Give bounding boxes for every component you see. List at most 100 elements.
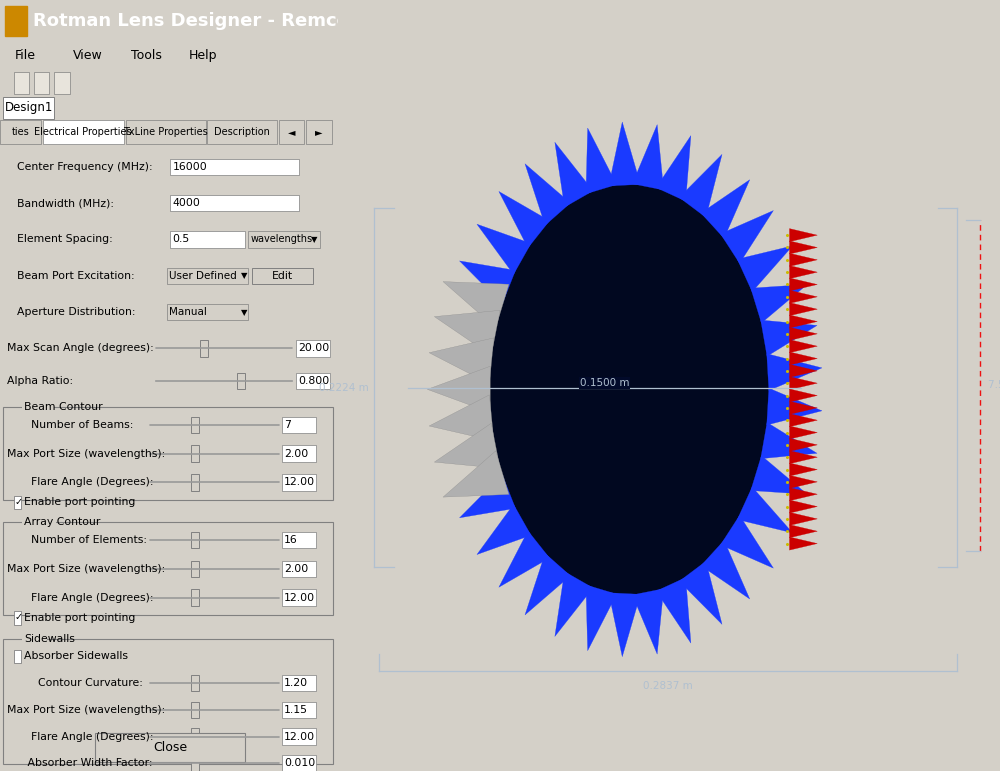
Text: Sidewalls: Sidewalls (24, 634, 75, 644)
Polygon shape (434, 311, 500, 355)
Text: TxLine Properties: TxLine Properties (123, 126, 208, 136)
Polygon shape (701, 540, 750, 599)
Polygon shape (789, 475, 817, 489)
Bar (167, 304, 248, 320)
Text: Flare Angle (Degrees):: Flare Angle (Degrees): (17, 593, 154, 603)
Text: Array Contour: Array Contour (24, 517, 100, 527)
Bar (14, 611, 21, 625)
Text: Close: Close (153, 742, 187, 754)
Bar (282, 416, 316, 433)
Text: Contour Curvature:: Contour Curvature: (17, 678, 143, 688)
Polygon shape (789, 377, 817, 390)
Text: Edit: Edit (272, 271, 293, 281)
Text: Enable port pointing: Enable port pointing (24, 497, 135, 507)
Polygon shape (737, 487, 793, 533)
Polygon shape (499, 191, 550, 248)
Bar (167, 268, 248, 284)
Polygon shape (609, 122, 640, 186)
Polygon shape (789, 278, 817, 291)
Polygon shape (720, 515, 773, 568)
Polygon shape (751, 456, 807, 494)
Text: Max Scan Angle (degrees):: Max Scan Angle (degrees): (7, 343, 154, 353)
Polygon shape (632, 125, 664, 190)
Text: ►: ► (315, 126, 322, 136)
Polygon shape (656, 136, 691, 201)
Bar (296, 373, 330, 389)
Polygon shape (632, 589, 664, 654)
Text: ▼: ▼ (241, 271, 247, 281)
Polygon shape (789, 401, 817, 415)
Bar (964, 6, 980, 36)
Text: Center Frequency (MHz):: Center Frequency (MHz): (17, 162, 153, 172)
Text: Alpha Ratio:: Alpha Ratio: (7, 376, 73, 386)
Bar (3, 639, 333, 764)
Text: 12.00: 12.00 (284, 593, 315, 603)
Bar (0, 120, 41, 144)
Text: Max Port Size (wavelengths):: Max Port Size (wavelengths): (7, 564, 165, 574)
Text: -: - (952, 16, 956, 26)
Text: ◄: ◄ (288, 126, 295, 136)
Text: ▼: ▼ (311, 235, 318, 244)
Text: Electrical Properties: Electrical Properties (34, 126, 132, 136)
Polygon shape (525, 554, 570, 615)
Polygon shape (490, 185, 768, 594)
Bar (237, 373, 245, 389)
Bar (126, 120, 206, 144)
Bar (191, 474, 199, 490)
Bar (22, 517, 56, 529)
Polygon shape (443, 451, 509, 497)
Polygon shape (761, 320, 817, 356)
Polygon shape (789, 537, 817, 550)
Polygon shape (767, 354, 822, 391)
Bar (191, 446, 199, 462)
Text: Tools: Tools (131, 49, 162, 62)
Text: □: □ (967, 16, 977, 26)
Text: Absorber Width Factor:: Absorber Width Factor: (17, 759, 152, 769)
Bar (14, 496, 21, 510)
Bar (3, 523, 333, 615)
Polygon shape (789, 229, 817, 242)
Text: File: File (15, 49, 36, 62)
Text: ▼: ▼ (241, 308, 247, 317)
Polygon shape (789, 463, 817, 476)
Polygon shape (751, 284, 807, 323)
Bar (306, 120, 332, 144)
Bar (282, 561, 316, 577)
Bar (282, 756, 316, 771)
Bar (14, 649, 21, 663)
Text: Max Port Size (wavelengths):: Max Port Size (wavelengths): (7, 705, 165, 715)
Polygon shape (789, 438, 817, 452)
Polygon shape (555, 571, 593, 636)
Bar (95, 733, 245, 762)
Bar (3, 407, 333, 500)
Bar (191, 416, 199, 433)
Text: Help: Help (189, 49, 218, 62)
Bar (296, 340, 330, 356)
Text: ties: ties (12, 126, 29, 136)
Text: User Defined: User Defined (169, 271, 237, 281)
Polygon shape (460, 261, 515, 304)
Bar (54, 72, 70, 94)
Text: Absorber Sidewalls: Absorber Sidewalls (24, 651, 128, 662)
Text: 0.800: 0.800 (298, 376, 329, 386)
Text: Enable port pointing: Enable port pointing (24, 613, 135, 623)
Polygon shape (789, 450, 817, 464)
Bar (191, 532, 199, 548)
Text: Beam Port Excitation:: Beam Port Excitation: (17, 271, 135, 281)
Text: 0.1500 m: 0.1500 m (580, 378, 629, 388)
Text: 0.2224 m: 0.2224 m (319, 383, 369, 392)
Text: Flare Angle (Degrees):: Flare Angle (Degrees): (17, 477, 154, 487)
Polygon shape (761, 423, 817, 459)
Polygon shape (477, 504, 531, 554)
Polygon shape (789, 513, 817, 526)
Bar (946, 6, 962, 36)
Text: Rotman Lens Designer - Remcom,Inc.: Rotman Lens Designer - Remcom,Inc. (33, 12, 411, 30)
Text: Flare Angle (Degrees):: Flare Angle (Degrees): (17, 732, 154, 742)
Text: View: View (73, 49, 103, 62)
Text: 0.010: 0.010 (284, 759, 315, 769)
Polygon shape (789, 265, 817, 278)
Polygon shape (789, 340, 817, 353)
Polygon shape (701, 180, 750, 238)
Bar (282, 675, 316, 691)
Bar (207, 120, 277, 144)
